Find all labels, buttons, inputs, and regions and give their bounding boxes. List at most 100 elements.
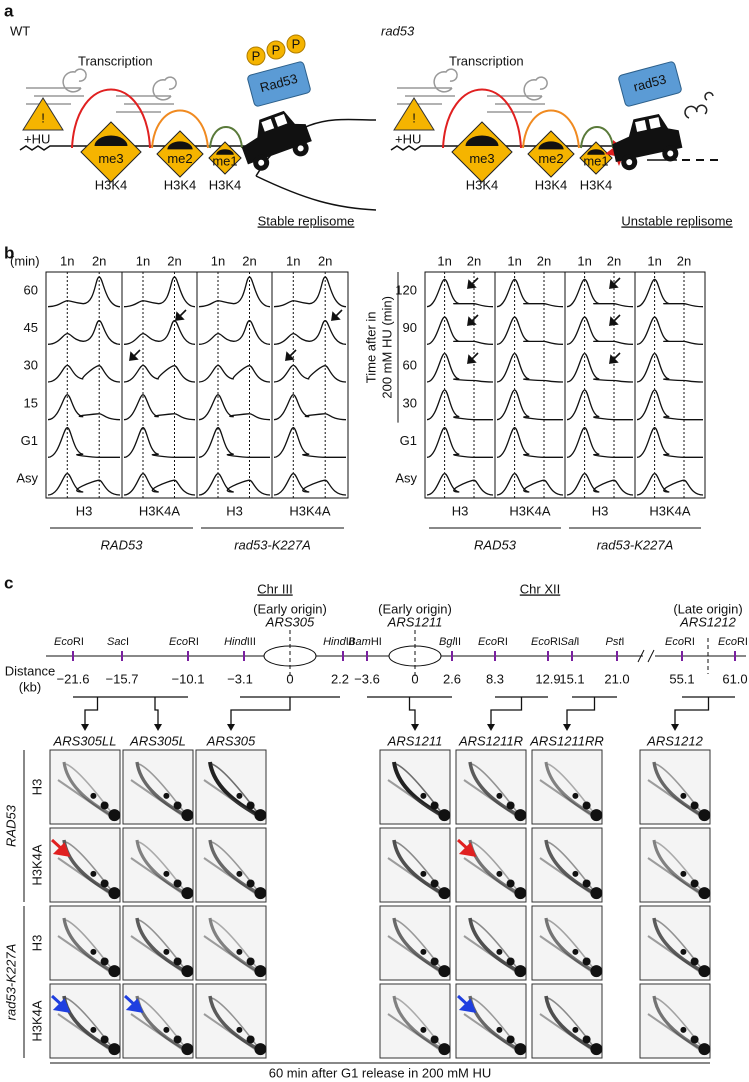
distance: −10.1 xyxy=(172,671,205,686)
gel-spot xyxy=(496,1026,503,1033)
methyl-sign xyxy=(451,121,513,183)
warning-mark: ! xyxy=(41,110,45,125)
flow-histogram xyxy=(496,278,564,308)
site-italic: Sac xyxy=(107,636,126,648)
gel-arc xyxy=(655,997,705,1051)
gel-spot xyxy=(590,887,603,900)
gel-spot xyxy=(582,879,591,888)
flow-histogram xyxy=(273,319,347,345)
flow-histogram xyxy=(636,316,704,345)
flow-histogram xyxy=(47,276,121,308)
column-label: H3 xyxy=(226,503,243,518)
flow-histogram xyxy=(273,276,347,308)
arch xyxy=(442,88,522,149)
restriction-site: EcoRI xyxy=(531,636,561,648)
gel-spot xyxy=(680,792,687,799)
gel-arc xyxy=(135,839,188,896)
chromosome-title: Chr III xyxy=(257,581,292,596)
gel-spot xyxy=(680,1026,687,1033)
gel-spot xyxy=(496,792,503,799)
flow-histogram xyxy=(426,352,494,383)
flow-histogram xyxy=(636,352,704,383)
ploidy-label: 2n xyxy=(537,253,551,268)
gel-spot xyxy=(698,965,711,978)
restriction-site: EcoRI xyxy=(478,636,508,648)
methyl-sign xyxy=(579,141,613,175)
flow-histogram xyxy=(123,276,196,308)
nucleosome xyxy=(94,135,128,146)
gel-diagonal xyxy=(203,857,263,899)
gel-arc xyxy=(138,919,188,973)
ploidy-label: 2n xyxy=(677,253,691,268)
gel-diagonal xyxy=(203,1013,263,1055)
gel-diagonal xyxy=(463,935,523,977)
arch xyxy=(522,109,580,149)
origin-note: (Early origin) xyxy=(253,601,327,616)
gel-spot xyxy=(590,965,603,978)
gel-diagonal xyxy=(387,857,447,899)
ploidy-label: 1n xyxy=(577,253,591,268)
flow-histogram xyxy=(273,364,347,383)
gel-arc xyxy=(62,917,115,974)
row-label: H3 xyxy=(29,779,44,796)
gel-arc xyxy=(208,839,261,896)
kinase-box xyxy=(247,61,311,107)
column-label: H3K4A xyxy=(509,503,551,518)
flow-histogram xyxy=(496,389,563,421)
gel-spot xyxy=(90,1026,97,1033)
site-italic: Eco xyxy=(478,636,497,648)
gel-arc xyxy=(135,761,188,818)
gel-spot xyxy=(100,1035,109,1044)
ploidy-label: 2n xyxy=(242,253,256,268)
probe-bracket xyxy=(122,696,188,728)
time-label: Asy xyxy=(395,471,417,486)
flow-histogram xyxy=(566,389,633,421)
gel-spot xyxy=(246,957,255,966)
gel-diagonal xyxy=(203,779,263,821)
gel-spot xyxy=(420,792,427,799)
replisome-label: Unstable replisome xyxy=(621,213,732,228)
gel-arc xyxy=(392,839,445,896)
gel-spot xyxy=(163,948,170,955)
gel-arc xyxy=(471,919,521,973)
axis-label: Time after in xyxy=(363,311,378,383)
hub xyxy=(667,150,674,157)
gel-arc xyxy=(211,841,261,895)
gel-arc xyxy=(138,763,188,817)
group-label: RAD53 xyxy=(101,537,144,552)
gel-spot xyxy=(236,948,243,955)
stress-label: +HU xyxy=(395,131,421,146)
gel-spot xyxy=(108,1043,121,1056)
gel-arc xyxy=(655,919,705,973)
flow-histogram xyxy=(636,389,703,421)
arch xyxy=(71,88,151,149)
gel-arc xyxy=(62,761,115,818)
gel-spot xyxy=(100,957,109,966)
gel-spot xyxy=(173,957,182,966)
gel-arc xyxy=(468,917,521,974)
gel-spot xyxy=(690,879,699,888)
gel-diagonal xyxy=(647,779,707,821)
nucleosome xyxy=(167,141,193,150)
distance: 2.6 xyxy=(443,671,461,686)
arch xyxy=(209,126,243,149)
site-italic: Pst xyxy=(606,636,623,648)
wind xyxy=(487,76,548,113)
site-italic: Eco xyxy=(665,636,684,648)
time-label: Asy xyxy=(16,471,38,486)
phospho-label: P xyxy=(252,48,261,63)
flow-histogram xyxy=(198,319,271,345)
histone-label: H3K4 xyxy=(580,177,613,192)
methyl-mark: me1 xyxy=(583,153,608,168)
flow-histogram xyxy=(47,394,121,421)
restriction-site: SalI xyxy=(561,636,580,648)
flow-histogram xyxy=(123,319,196,345)
distance: −15.7 xyxy=(106,671,139,686)
ploidy-label: 2n xyxy=(318,253,332,268)
distance: 15.1 xyxy=(559,671,584,686)
gel-spot xyxy=(108,965,121,978)
gel-spot xyxy=(514,1043,527,1056)
methyl-mark: me2 xyxy=(167,151,192,166)
column-label: H3 xyxy=(592,503,609,518)
distance: 21.0 xyxy=(604,671,629,686)
